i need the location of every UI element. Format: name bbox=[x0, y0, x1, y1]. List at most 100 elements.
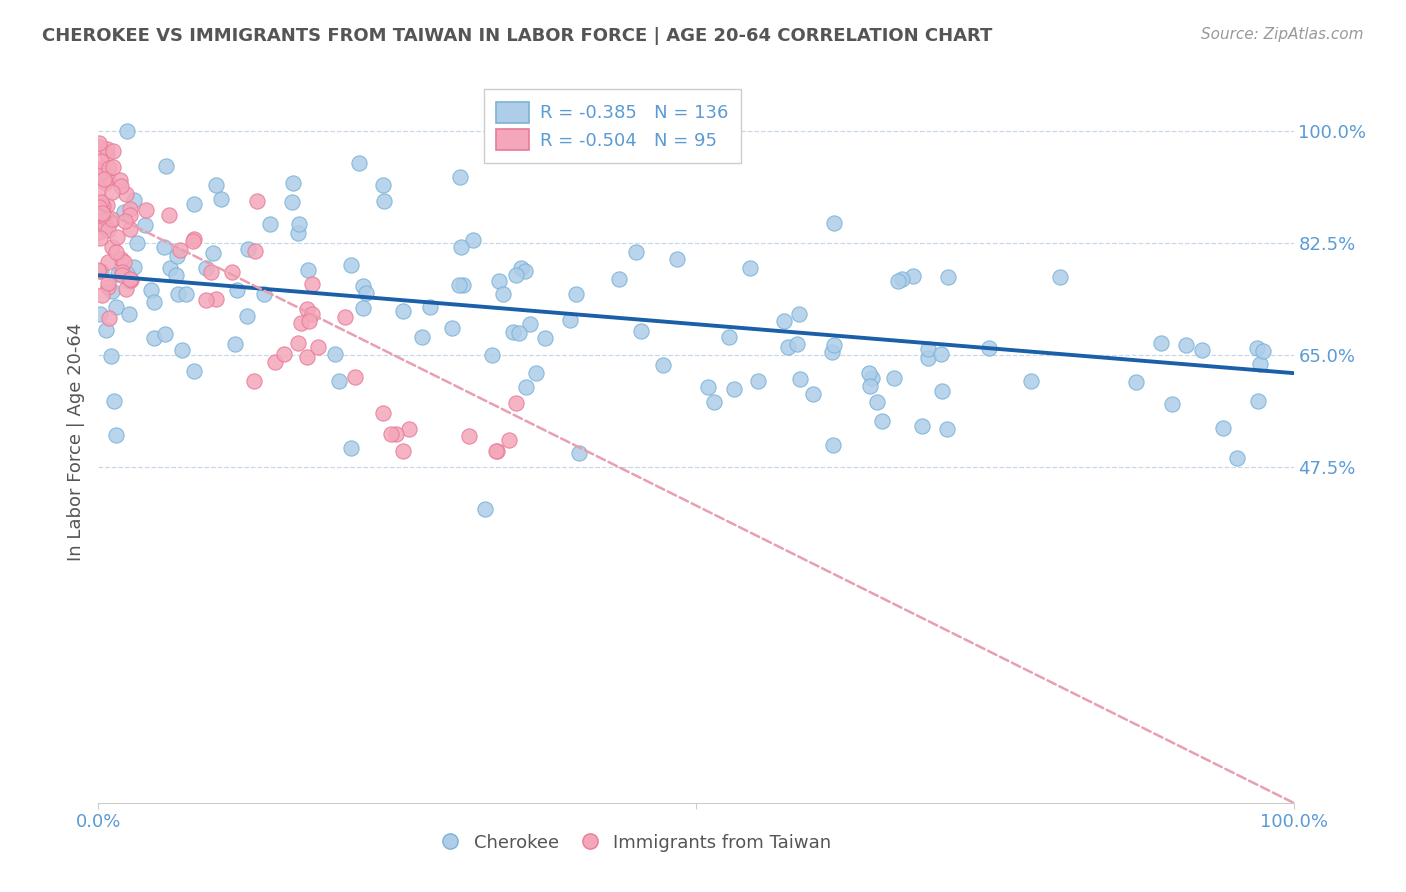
Point bbox=[821, 344, 844, 359]
Point bbox=[183, 364, 205, 378]
Point bbox=[568, 446, 591, 460]
Point bbox=[398, 422, 420, 436]
Point bbox=[101, 211, 124, 226]
Point bbox=[263, 355, 285, 369]
Point bbox=[929, 347, 952, 361]
Point bbox=[170, 343, 193, 357]
Point bbox=[565, 287, 588, 301]
Point bbox=[152, 240, 174, 254]
Point bbox=[910, 418, 932, 433]
Point bbox=[200, 265, 222, 279]
Point bbox=[97, 276, 120, 290]
Point bbox=[118, 275, 141, 289]
Point bbox=[103, 394, 125, 409]
Point bbox=[108, 173, 131, 187]
Point bbox=[89, 140, 111, 154]
Point bbox=[90, 195, 112, 210]
Point bbox=[93, 210, 115, 224]
Point bbox=[524, 366, 547, 380]
Point bbox=[114, 214, 136, 228]
Point bbox=[860, 371, 883, 385]
Point bbox=[117, 268, 139, 282]
Point bbox=[87, 263, 110, 277]
Point bbox=[91, 207, 114, 221]
Point bbox=[90, 164, 112, 178]
Point bbox=[89, 204, 111, 219]
Point bbox=[120, 273, 142, 287]
Point bbox=[502, 325, 524, 339]
Point bbox=[301, 277, 323, 291]
Point bbox=[453, 277, 475, 292]
Point bbox=[935, 422, 957, 436]
Point bbox=[666, 252, 689, 267]
Point bbox=[89, 166, 111, 180]
Point bbox=[463, 233, 485, 247]
Point bbox=[94, 219, 117, 234]
Point bbox=[373, 194, 395, 209]
Point bbox=[1019, 374, 1042, 388]
Point bbox=[1226, 450, 1249, 465]
Point bbox=[209, 192, 232, 206]
Point bbox=[1211, 420, 1233, 434]
Point bbox=[110, 179, 132, 194]
Point bbox=[100, 349, 122, 363]
Point bbox=[903, 268, 925, 283]
Point bbox=[339, 442, 361, 456]
Point bbox=[1191, 343, 1213, 357]
Point bbox=[91, 206, 114, 220]
Point bbox=[90, 153, 112, 168]
Point bbox=[371, 178, 394, 192]
Point bbox=[298, 313, 321, 327]
Point bbox=[328, 374, 350, 388]
Point bbox=[488, 274, 510, 288]
Point bbox=[890, 271, 912, 285]
Point bbox=[105, 230, 128, 244]
Point bbox=[93, 219, 115, 233]
Point bbox=[352, 279, 374, 293]
Point bbox=[373, 406, 395, 420]
Point bbox=[89, 164, 111, 178]
Point bbox=[91, 199, 114, 213]
Point bbox=[607, 272, 630, 286]
Point bbox=[823, 438, 845, 452]
Point bbox=[183, 197, 205, 211]
Point bbox=[93, 171, 115, 186]
Point bbox=[90, 161, 112, 176]
Point bbox=[380, 427, 402, 442]
Point bbox=[858, 366, 880, 380]
Point bbox=[107, 267, 129, 281]
Point bbox=[97, 223, 120, 237]
Point bbox=[917, 342, 939, 356]
Point bbox=[115, 186, 138, 201]
Point bbox=[287, 227, 309, 241]
Point bbox=[823, 216, 845, 230]
Point bbox=[458, 429, 481, 443]
Point bbox=[352, 301, 374, 315]
Point bbox=[93, 169, 115, 184]
Point bbox=[111, 265, 134, 279]
Point bbox=[174, 287, 197, 301]
Point bbox=[347, 155, 370, 169]
Point bbox=[89, 307, 111, 321]
Point bbox=[515, 380, 537, 394]
Point bbox=[118, 202, 141, 216]
Point bbox=[112, 205, 135, 219]
Point bbox=[205, 178, 228, 193]
Point bbox=[167, 287, 190, 301]
Point bbox=[153, 327, 176, 342]
Point bbox=[96, 147, 118, 161]
Point bbox=[259, 217, 281, 231]
Point bbox=[104, 301, 127, 315]
Point bbox=[134, 219, 156, 233]
Point bbox=[630, 324, 652, 338]
Point bbox=[87, 205, 110, 219]
Point bbox=[96, 197, 118, 211]
Point bbox=[98, 311, 121, 326]
Point bbox=[122, 260, 145, 274]
Point bbox=[120, 272, 142, 286]
Point bbox=[786, 336, 808, 351]
Point bbox=[558, 312, 581, 326]
Point bbox=[246, 194, 269, 209]
Point bbox=[474, 502, 496, 516]
Point bbox=[96, 322, 118, 336]
